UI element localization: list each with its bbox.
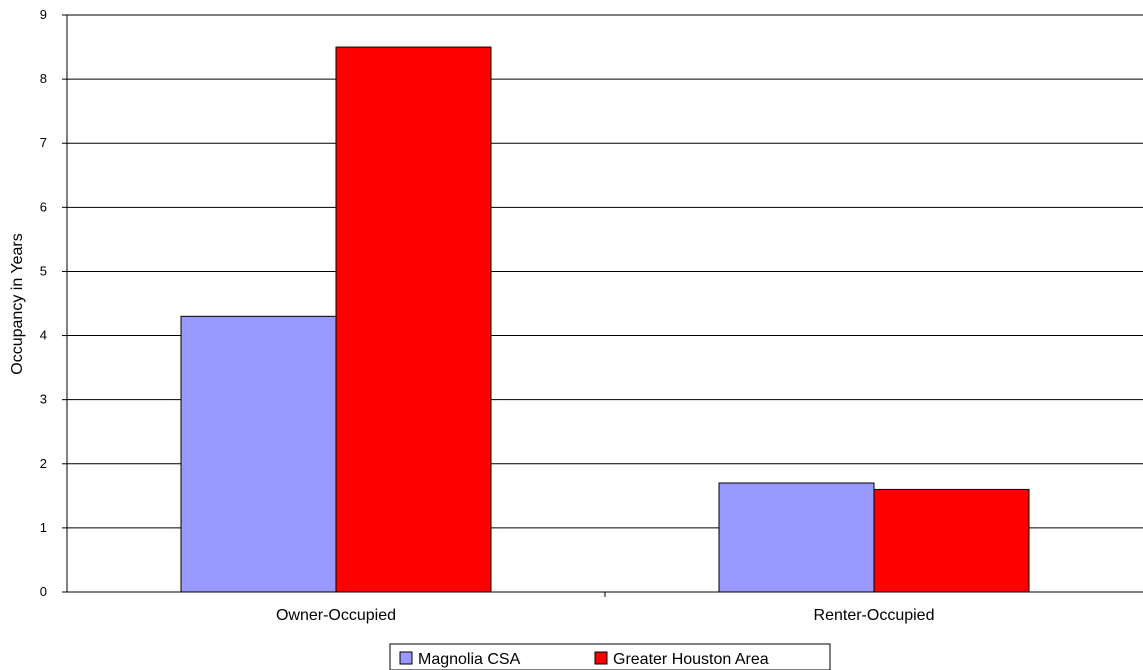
bar-magnolia-csa-owner-occupied [180, 315, 337, 593]
y-tick-label: 4 [40, 328, 47, 343]
y-axis-title: Occupancy in Years [9, 233, 26, 374]
y-tick-label: 5 [40, 263, 47, 278]
y-tick-label: 7 [40, 135, 47, 150]
legend: Magnolia CSA Greater Houston Area [389, 643, 831, 670]
y-tick-label: 6 [40, 199, 47, 214]
legend-label: Magnolia CSA [418, 651, 521, 668]
x-tick-label: Renter-Occupied [814, 607, 935, 624]
y-tick-labels: 0 1 2 3 4 5 6 7 8 9 [40, 7, 47, 599]
y-tick-label: 1 [40, 520, 47, 535]
x-tick-labels: Owner-Occupied Renter-Occupied [276, 607, 935, 624]
axes [62, 14, 1143, 597]
bar-greater-houston-area-owner-occupied [335, 46, 492, 593]
y-tick-label: 0 [40, 584, 47, 599]
bars [180, 46, 1030, 593]
y-tick-label: 3 [40, 392, 47, 407]
y-tick-label: 2 [40, 456, 47, 471]
legend-swatch [399, 651, 413, 665]
y-tick-label: 9 [40, 7, 47, 22]
x-tick-label: Owner-Occupied [276, 607, 396, 624]
bar-magnolia-csa-renter-occupied [718, 482, 875, 593]
legend-swatch [594, 651, 608, 665]
bar-greater-houston-area-renter-occupied [873, 488, 1030, 593]
legend-box [389, 643, 831, 670]
y-tick-label: 8 [40, 71, 47, 86]
legend-label: Greater Houston Area [613, 651, 769, 668]
